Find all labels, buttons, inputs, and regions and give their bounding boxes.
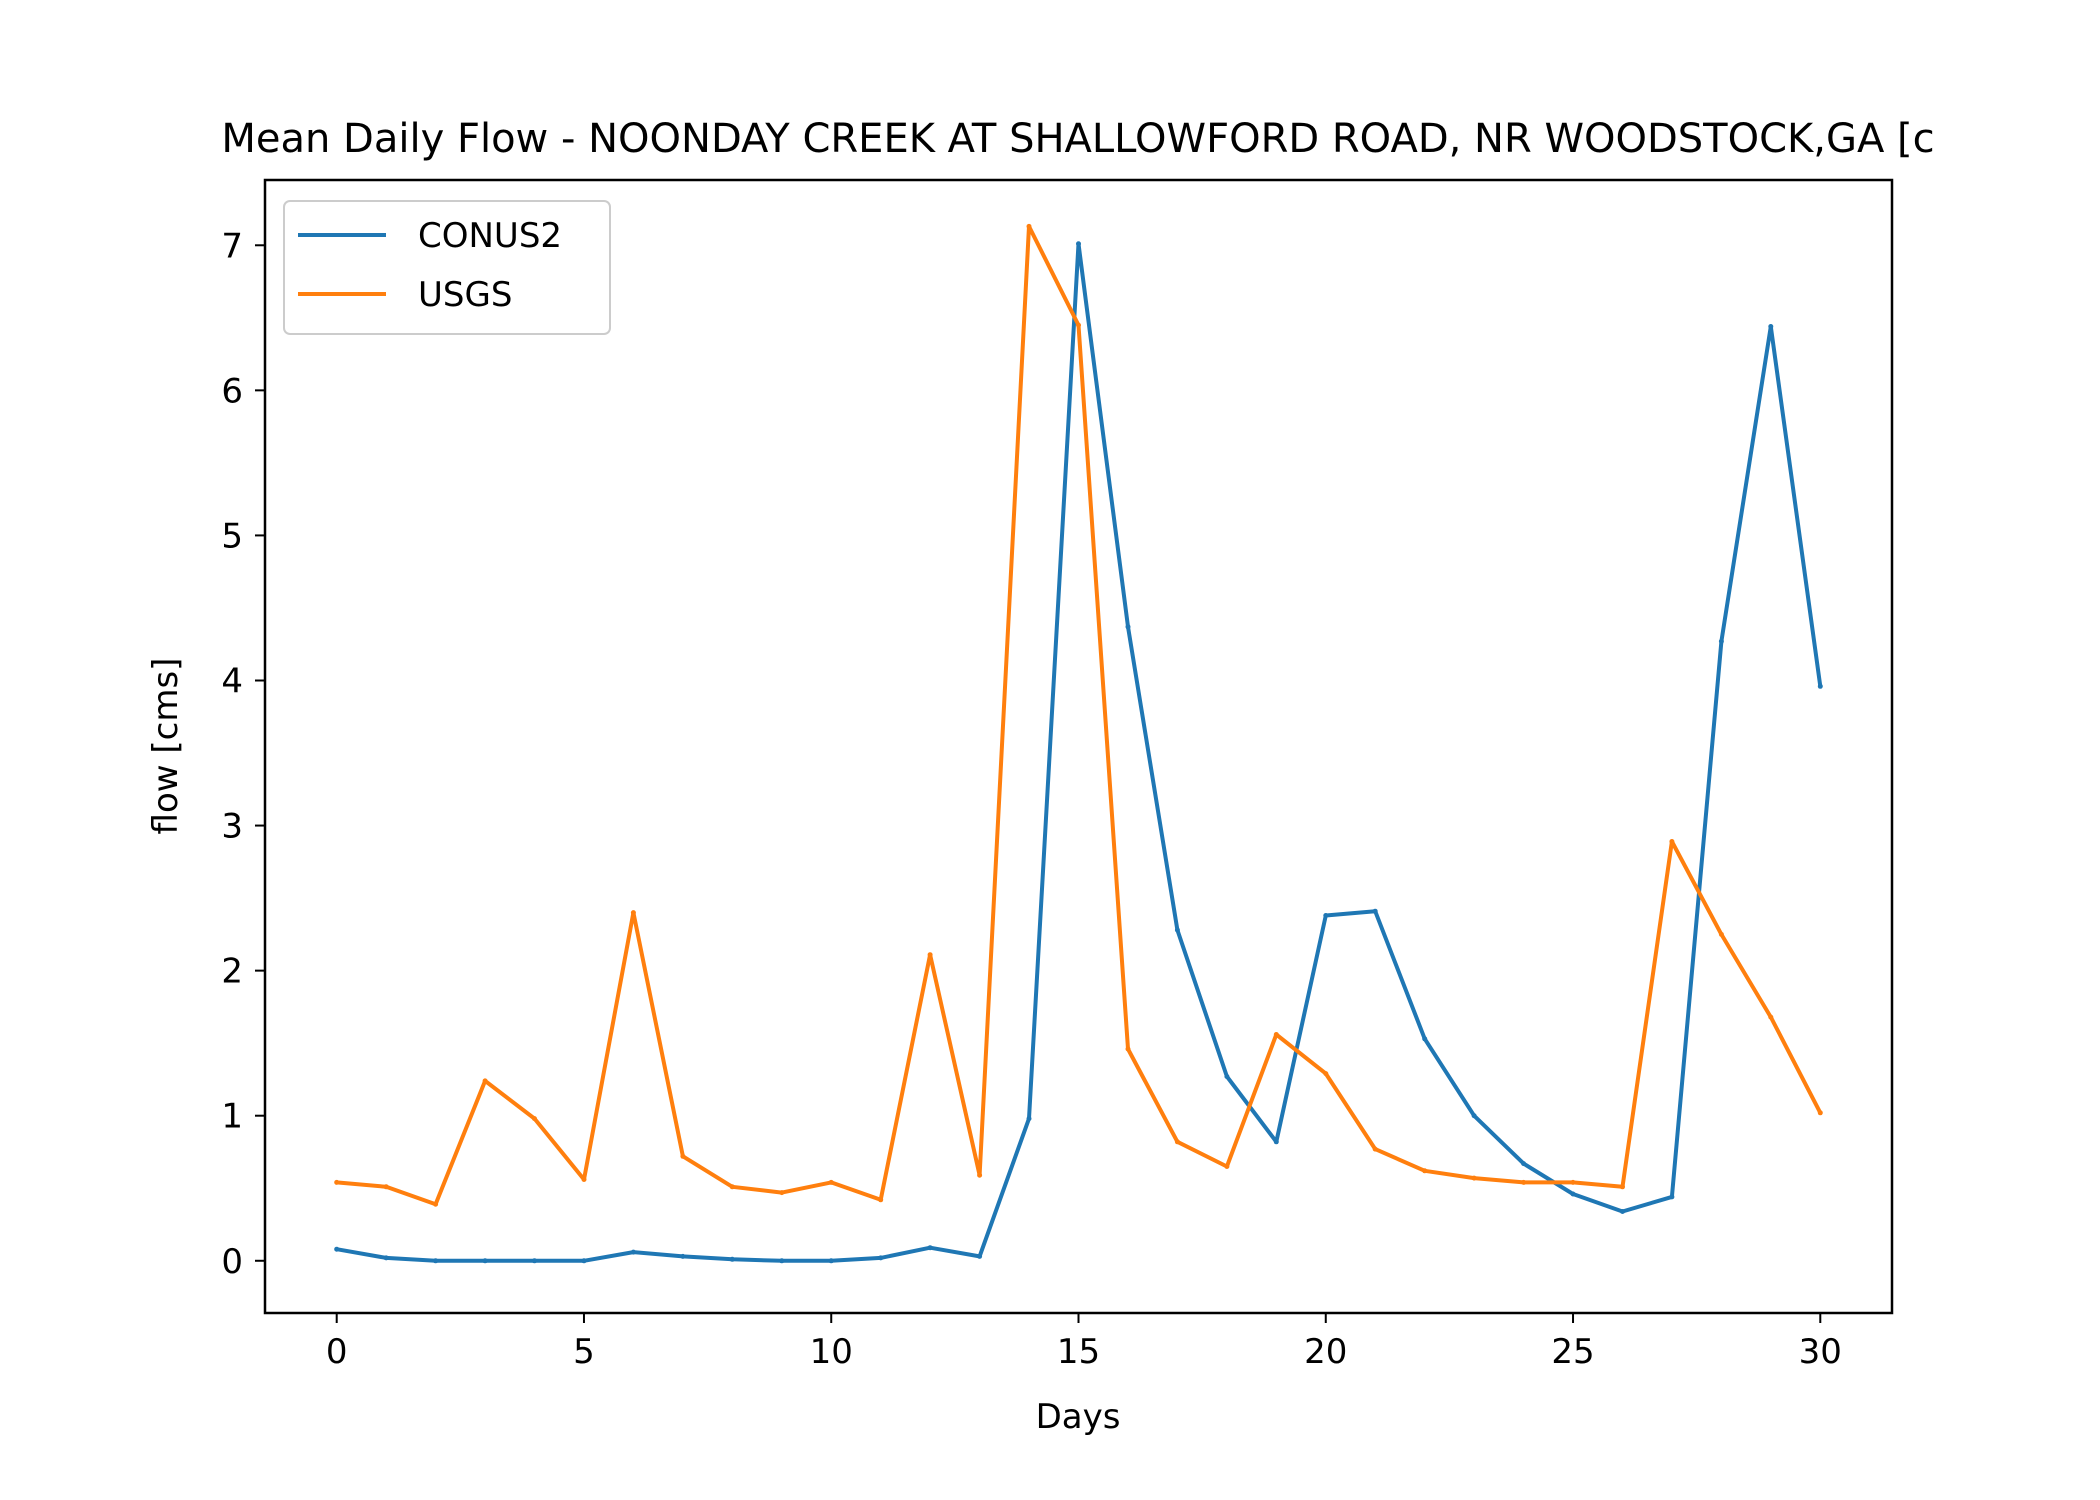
data-point-usgs: [532, 1116, 537, 1122]
data-point-conus2: [1125, 624, 1131, 630]
x-tick-label: 25: [1551, 1332, 1594, 1372]
data-point-usgs: [1273, 1032, 1279, 1037]
data-point-conus2: [1372, 908, 1378, 914]
data-point-usgs: [1521, 1179, 1527, 1185]
data-point-conus2: [1026, 1116, 1032, 1122]
data-point-usgs: [630, 910, 636, 916]
data-point-usgs: [1323, 1071, 1329, 1077]
x-tick-label: 5: [573, 1332, 595, 1372]
data-point-usgs: [1768, 1014, 1774, 1020]
data-point-usgs: [1372, 1146, 1378, 1152]
y-tick-label: 6: [221, 371, 243, 411]
data-point-usgs: [878, 1197, 884, 1203]
data-point-usgs: [1422, 1168, 1428, 1174]
data-point-conus2: [433, 1258, 439, 1264]
data-point-conus2: [581, 1258, 587, 1264]
x-ticks: 0 5 10 15 20 25 30: [326, 1313, 1842, 1372]
data-point-conus2: [1174, 927, 1180, 933]
data-point-usgs: [1471, 1175, 1477, 1181]
series-line-conus2: [336, 241, 1823, 1263]
data-point-usgs: [1174, 1139, 1180, 1145]
y-tick-label: 0: [221, 1242, 243, 1282]
data-point-conus2: [334, 1246, 340, 1252]
data-point-usgs: [779, 1190, 785, 1196]
data-point-usgs: [1125, 1046, 1131, 1052]
data-point-conus2: [630, 1249, 636, 1255]
x-axis-label: Days: [1036, 1397, 1121, 1437]
data-point-conus2: [1768, 324, 1774, 329]
data-point-conus2: [1817, 683, 1823, 689]
data-point-usgs: [828, 1179, 834, 1185]
legend-label-conus2: CONUS2: [418, 216, 562, 256]
y-axis-label: flow [cms]: [146, 658, 186, 835]
data-point-usgs: [1817, 1110, 1823, 1116]
data-point-conus2: [1570, 1191, 1576, 1197]
data-point-conus2: [482, 1258, 488, 1264]
data-point-usgs: [383, 1184, 389, 1190]
data-point-usgs: [977, 1172, 983, 1178]
data-point-usgs: [334, 1179, 340, 1185]
y-tick-label: 1: [221, 1097, 243, 1137]
x-tick-label: 15: [1057, 1332, 1100, 1372]
legend-label-usgs: USGS: [418, 275, 512, 315]
data-point-conus2: [1076, 241, 1081, 247]
data-point-usgs: [1669, 839, 1675, 844]
y-tick-label: 5: [221, 516, 243, 556]
data-point-conus2: [532, 1258, 537, 1264]
data-point-conus2: [1224, 1074, 1230, 1079]
data-point-usgs: [1620, 1184, 1625, 1190]
chart-title: Mean Daily Flow - NOONDAY CREEK AT SHALL…: [221, 116, 1934, 162]
data-point-conus2: [828, 1258, 834, 1264]
data-point-usgs: [680, 1153, 686, 1159]
data-point-conus2: [1323, 913, 1329, 918]
data-point-conus2: [878, 1255, 884, 1261]
data-point-usgs: [927, 952, 933, 958]
data-point-usgs: [1718, 931, 1724, 937]
data-point-usgs: [729, 1184, 735, 1190]
data-point-conus2: [1521, 1161, 1527, 1167]
data-point-conus2: [779, 1258, 785, 1264]
y-ticks: 0 1 2 3 4 5 6 7: [221, 226, 265, 1282]
data-point-conus2: [1422, 1036, 1428, 1042]
data-point-conus2: [977, 1253, 983, 1259]
data-point-conus2: [1620, 1209, 1625, 1214]
data-point-usgs: [1224, 1164, 1230, 1169]
data-point-conus2: [1273, 1139, 1279, 1145]
x-tick-label: 20: [1304, 1332, 1347, 1372]
data-point-conus2: [680, 1253, 686, 1259]
data-point-usgs: [433, 1201, 439, 1207]
data-point-conus2: [1471, 1113, 1477, 1119]
data-point-conus2: [1669, 1194, 1675, 1200]
y-tick-label: 3: [221, 807, 243, 847]
data-point-conus2: [383, 1255, 389, 1261]
data-point-conus2: [729, 1256, 735, 1262]
data-point-usgs: [1570, 1179, 1576, 1185]
y-tick-label: 7: [221, 226, 243, 266]
series-layer: [334, 223, 1823, 1264]
data-point-usgs: [1026, 223, 1032, 229]
data-point-conus2: [1718, 638, 1724, 644]
y-tick-label: 2: [221, 952, 243, 992]
legend: CONUS2 USGS: [283, 200, 611, 335]
series-line-usgs: [336, 224, 1823, 1207]
data-point-usgs: [581, 1177, 587, 1182]
x-tick-label: 10: [810, 1332, 853, 1372]
y-tick-label: 4: [221, 661, 243, 701]
x-tick-label: 0: [326, 1332, 348, 1372]
data-point-usgs: [482, 1078, 488, 1084]
data-point-usgs: [1076, 322, 1081, 328]
x-tick-label: 30: [1799, 1332, 1842, 1372]
data-point-conus2: [927, 1245, 933, 1251]
